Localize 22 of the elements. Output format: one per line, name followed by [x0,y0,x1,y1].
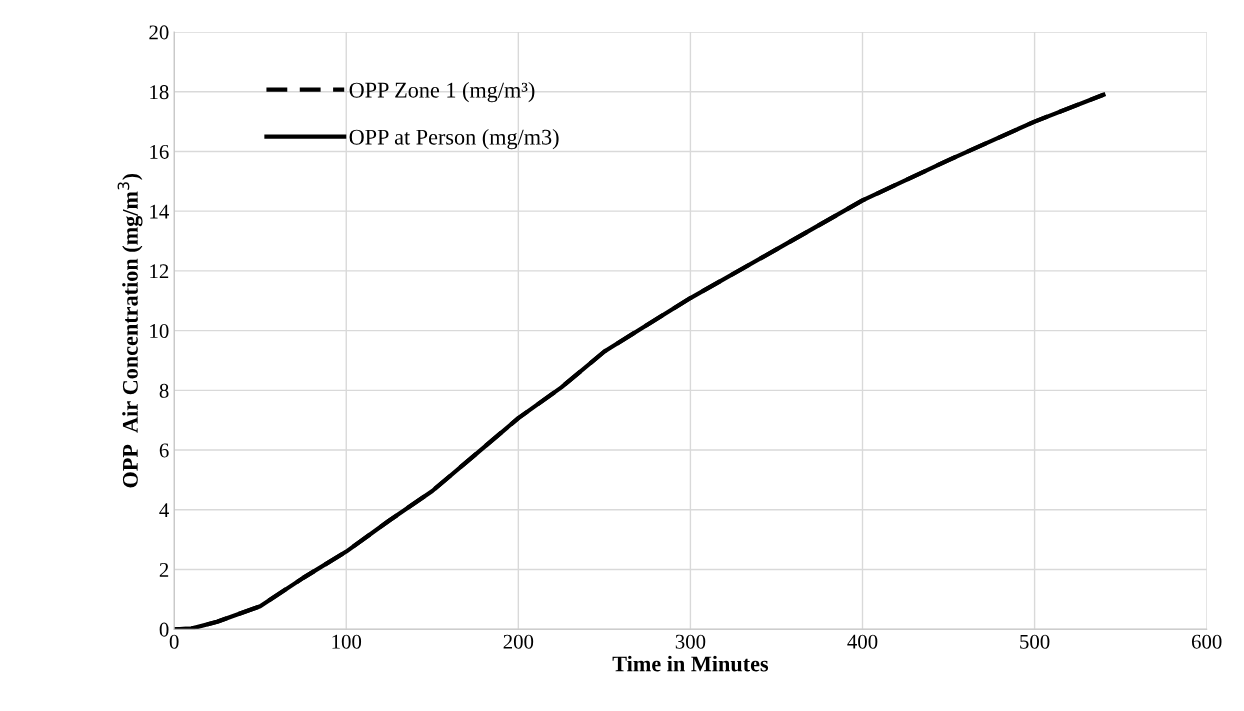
x-tick-label: 500 [1020,634,1050,649]
y-tick-label: 4 [159,503,169,518]
y-tick-label: 10 [150,323,169,339]
x-tick-label: 200 [503,634,534,649]
x-axis-title: Time in Minutes [612,655,769,672]
y-tick-label: 0 [159,622,169,637]
legend-label: OPP at Person (mg/m3) [349,129,559,150]
x-tick-label: 600 [1191,634,1222,649]
y-tick-label: 2 [159,562,169,577]
y-tick-label: 14 [150,204,169,219]
x-tick-label: 300 [675,634,706,649]
legend-label: OPP Zone 1 (mg/m³) [349,81,535,103]
y-tick-label: 18 [150,85,169,100]
x-tick-label: 400 [847,634,878,649]
x-tick-label: 100 [332,634,362,649]
y-tick-label: 6 [159,443,169,458]
y-axis-title: OPP Air Concentration (mg/m$^{3}$) [117,173,143,488]
x-tick-label: 0 [169,634,179,649]
y-tick-label: 12 [150,264,169,279]
y-tick-label: 20 [149,25,169,40]
y-tick-label: 16 [150,144,169,159]
y-tick-label: 8 [159,383,169,398]
